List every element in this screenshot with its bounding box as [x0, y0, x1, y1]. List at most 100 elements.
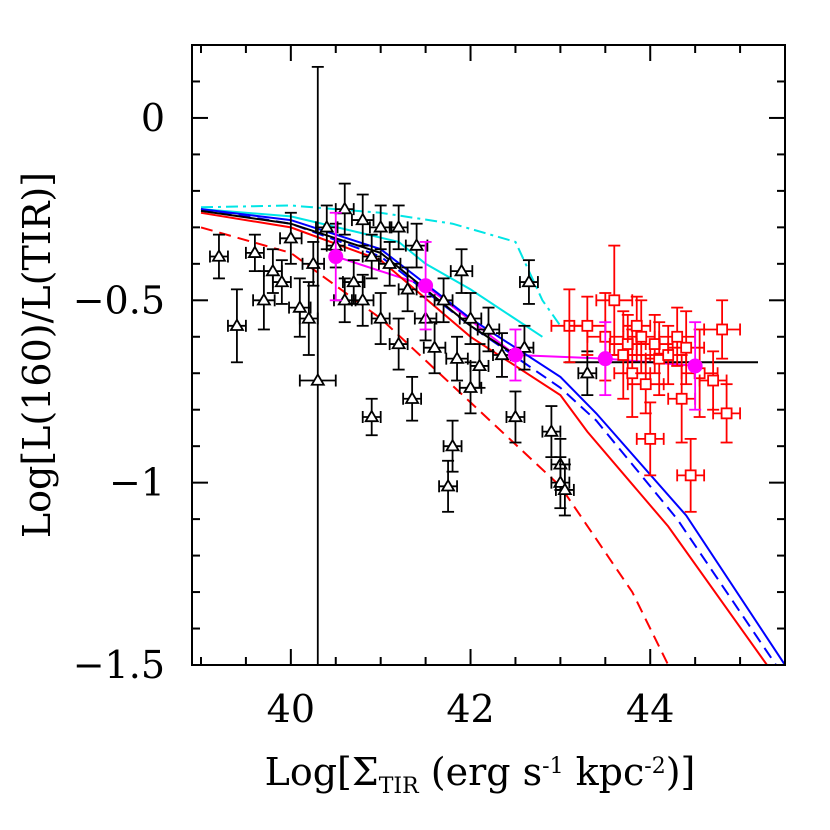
- triangle-marker: [319, 219, 335, 233]
- triangle-marker: [552, 474, 568, 488]
- square-marker: [639, 378, 652, 391]
- data-point: [458, 292, 483, 345]
- triangle-marker: [427, 339, 443, 353]
- triangle-marker: [521, 274, 537, 288]
- triangle-marker: [274, 274, 290, 288]
- data-point: [351, 193, 375, 247]
- x-title-sup2: -2: [644, 754, 665, 779]
- data-point: [687, 321, 703, 411]
- triangle-marker: [436, 292, 452, 306]
- circle-marker: [507, 347, 523, 363]
- data-point: [418, 241, 434, 331]
- triangle-marker: [404, 390, 420, 404]
- data-point: [342, 259, 366, 305]
- triangle-marker: [453, 263, 470, 277]
- model-line-2: [200, 204, 562, 327]
- triangle-marker: [444, 438, 461, 452]
- data-point: [433, 277, 454, 324]
- data-point: [541, 405, 562, 459]
- triangle-marker: [229, 318, 245, 331]
- data-point: [635, 401, 665, 477]
- data-point: [712, 383, 741, 444]
- data-point: [676, 437, 706, 513]
- data-point: [698, 350, 728, 411]
- triangle-marker: [292, 299, 308, 313]
- data-point: [449, 248, 474, 294]
- triangle-marker: [391, 336, 407, 350]
- square-marker: [644, 432, 657, 445]
- data-point: [301, 241, 325, 287]
- triangle-marker: [337, 292, 353, 306]
- triangle-marker: [283, 230, 299, 244]
- data-point: [667, 310, 706, 386]
- data-point: [351, 273, 375, 327]
- y-tick-label: −1: [109, 461, 165, 505]
- square-marker: [617, 349, 630, 361]
- tick-labels: 40 42 44 0 −0.5 −1 −1.5: [73, 96, 675, 731]
- data-point: [438, 459, 458, 513]
- x-title-sup1: -1: [542, 754, 563, 779]
- square-marker: [608, 294, 621, 307]
- triangle-marker: [265, 263, 281, 277]
- data-point: [505, 390, 526, 444]
- triangle-marker: [337, 201, 353, 215]
- data-point: [404, 222, 429, 269]
- data-point: [397, 266, 418, 313]
- triangle-marker: [516, 339, 533, 353]
- data-point: [271, 259, 292, 305]
- data-point: [469, 343, 490, 389]
- x-tick-label: 42: [446, 687, 494, 731]
- circle-marker: [597, 351, 613, 367]
- data-point: [550, 456, 571, 510]
- data-point: [377, 241, 402, 287]
- data-point: [442, 419, 463, 473]
- data-point: [519, 259, 539, 305]
- x-axis-title: Log[ΣTIR (erg s-1 kpc-2)]: [265, 750, 696, 799]
- data-point: [568, 295, 607, 356]
- data-point: [507, 328, 523, 382]
- triangle-marker: [557, 482, 573, 496]
- y-tick-label: 0: [141, 96, 165, 140]
- x-title-post: )]: [666, 750, 696, 794]
- model-line-3: [200, 208, 543, 338]
- data-point: [361, 233, 382, 280]
- triangle-marker: [382, 256, 398, 269]
- data-point: [370, 292, 391, 345]
- triangle-marker: [301, 310, 317, 324]
- triangle-marker: [310, 372, 326, 386]
- x-tick-label: 44: [626, 687, 674, 731]
- data-point: [597, 321, 613, 397]
- triangle-marker: [462, 310, 479, 324]
- triangle-marker: [373, 219, 389, 233]
- triangle-marker: [494, 347, 510, 361]
- triangle-marker: [364, 248, 380, 262]
- data-point: [334, 182, 355, 236]
- data-point: [328, 211, 344, 302]
- square-marker: [680, 341, 693, 354]
- triangle-marker: [355, 212, 371, 226]
- square-marker: [630, 319, 643, 332]
- data-point: [622, 295, 652, 356]
- data-point: [298, 281, 319, 356]
- square-marker: [635, 330, 648, 343]
- data-point: [361, 397, 382, 437]
- triangle-marker: [471, 358, 488, 372]
- triangle-marker: [543, 423, 559, 437]
- circle-marker: [687, 358, 703, 374]
- square-marker: [671, 330, 684, 343]
- data-point: [245, 233, 265, 273]
- square-marker: [675, 392, 688, 405]
- triangle-marker: [440, 478, 456, 492]
- triangle-marker: [449, 350, 465, 364]
- data-point: [554, 463, 575, 517]
- data-point: [279, 211, 303, 265]
- triangle-marker: [373, 310, 389, 324]
- circle-marker: [418, 278, 434, 294]
- triangle-marker: [400, 281, 416, 295]
- square-marker: [716, 323, 729, 336]
- y-tick-label: −1.5: [73, 643, 165, 687]
- square-marker: [720, 407, 733, 420]
- triangle-marker: [364, 409, 380, 423]
- triangle-marker: [507, 409, 524, 423]
- y-tick-label: −0.5: [73, 278, 165, 322]
